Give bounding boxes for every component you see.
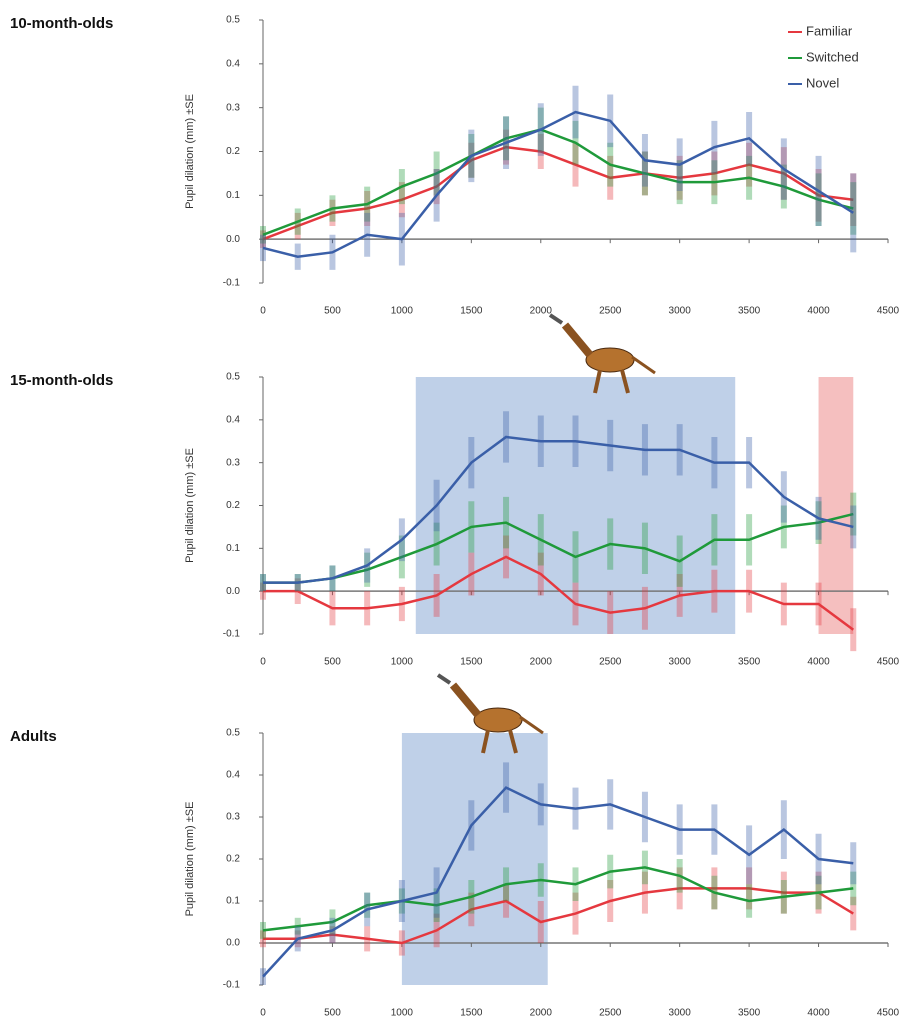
x-tick-label: 3000 xyxy=(669,657,692,668)
y-tick-label: 0.0 xyxy=(226,586,240,597)
x-tick-label: 1500 xyxy=(460,1008,483,1019)
y-tick-label: 0.4 xyxy=(226,770,240,781)
y-axis-label: Pupil dilation (mm) ±SE xyxy=(184,802,196,917)
x-tick-label: 2500 xyxy=(599,657,622,668)
x-tick-label: 1500 xyxy=(460,306,483,317)
y-tick-label: 0.3 xyxy=(226,102,240,113)
y-axis-label: Pupil dilation (mm) ±SE xyxy=(184,448,196,563)
y-tick-label: 0.5 xyxy=(226,15,240,26)
legend-label: Familiar xyxy=(806,23,853,38)
y-tick-label: 0.0 xyxy=(226,234,240,245)
x-tick-label: 0 xyxy=(260,657,266,668)
y-tick-label: 0.4 xyxy=(226,414,240,425)
x-tick-label: 2000 xyxy=(530,1008,553,1019)
x-tick-label: 4000 xyxy=(807,306,830,317)
x-tick-label: 500 xyxy=(324,306,341,317)
y-tick-label: -0.1 xyxy=(223,629,241,640)
y-tick-label: 0.2 xyxy=(226,854,240,865)
x-tick-label: 2000 xyxy=(530,306,553,317)
line xyxy=(263,867,853,930)
line xyxy=(263,888,853,943)
panel: 10-month-olds Pupil dilation (mm) ±SE 0.5 0… xyxy=(10,15,900,317)
y-tick-label: 0.5 xyxy=(226,372,240,383)
x-tick-label: 0 xyxy=(260,306,266,317)
panel-title: 10-month-olds xyxy=(10,15,113,32)
x-tick-label: 3000 xyxy=(669,306,692,317)
x-tick-label: 4000 xyxy=(807,1008,830,1019)
legend-label: Switched xyxy=(806,49,859,64)
panel: 15-month-olds Pupil dilation (mm) ±SE 0.5 0… xyxy=(10,372,900,668)
panel-title: Adults xyxy=(10,728,57,745)
y-tick-label: 0.4 xyxy=(226,58,240,69)
y-tick-label: 0.1 xyxy=(226,896,240,907)
y-tick-label: 0.5 xyxy=(226,728,240,739)
y-tick-label: 0.1 xyxy=(226,190,240,201)
x-tick-label: 1000 xyxy=(391,306,414,317)
y-tick-label: -0.1 xyxy=(223,980,241,991)
y-tick-label: 0.2 xyxy=(226,146,240,157)
legend-label: Novel xyxy=(806,75,839,90)
x-tick-label: 4500 xyxy=(877,657,900,668)
y-tick-label: 0.1 xyxy=(226,543,240,554)
x-tick-label: 1000 xyxy=(391,657,414,668)
x-tick-label: 4000 xyxy=(807,657,830,668)
y-tick-label: 0.3 xyxy=(226,812,240,823)
x-tick-label: 2500 xyxy=(599,306,622,317)
y-tick-label: -0.1 xyxy=(223,278,241,289)
x-tick-label: 4500 xyxy=(877,306,900,317)
line xyxy=(263,147,853,239)
x-tick-label: 3000 xyxy=(669,1008,692,1019)
figure: Adults Pupil dilation (mm) ±SE 0.5 0.4 0.3 0.… xyxy=(0,0,909,1026)
line xyxy=(263,112,853,257)
line xyxy=(263,130,853,235)
x-tick-label: 1000 xyxy=(391,1008,414,1019)
x-tick-label: 3500 xyxy=(738,1008,761,1019)
x-tick-label: 3500 xyxy=(738,657,761,668)
x-tick-label: 500 xyxy=(324,657,341,668)
x-tick-label: 500 xyxy=(324,1008,341,1019)
x-tick-label: 2000 xyxy=(530,657,553,668)
panel: Adults Pupil dilation (mm) ±SE 0.5 0.4 0.3 0.… xyxy=(10,728,900,1019)
x-tick-label: 3500 xyxy=(738,306,761,317)
y-axis-label: Pupil dilation (mm) ±SE xyxy=(184,94,196,209)
panel-title: 15-month-olds xyxy=(10,372,113,389)
x-tick-label: 2500 xyxy=(599,1008,622,1019)
x-tick-label: 1500 xyxy=(460,657,483,668)
y-tick-label: 0.3 xyxy=(226,457,240,468)
x-tick-label: 0 xyxy=(260,1008,266,1019)
y-tick-label: 0.0 xyxy=(226,938,240,949)
x-tick-label: 4500 xyxy=(877,1008,900,1019)
y-tick-label: 0.2 xyxy=(226,500,240,511)
shaded-region xyxy=(819,377,854,634)
shaded-region xyxy=(402,733,548,985)
